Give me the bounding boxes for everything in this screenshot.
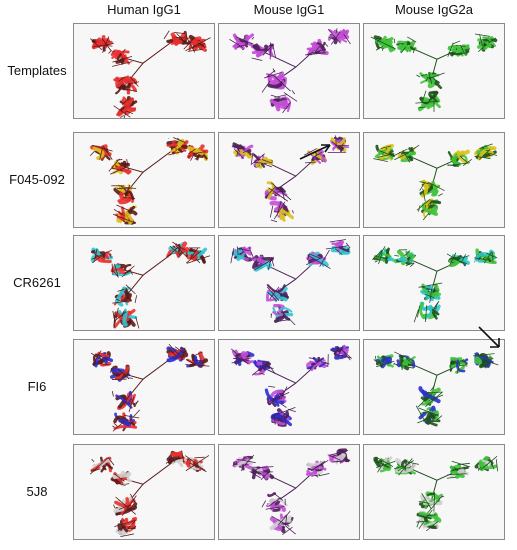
antibody-structure-image [373,455,499,532]
structure-panel [363,23,505,119]
antibody-structure-image [373,351,499,427]
arrow-icon [478,326,500,348]
antibody-structure-image [373,143,498,221]
antibody-structure-image [370,33,498,112]
row-label: CR6261 [13,275,61,290]
row-label: 5J8 [26,484,48,499]
arrow-icon [299,144,331,160]
structure-panel [218,339,360,435]
row-label: FI6 [27,379,47,394]
antibody-structure-image [372,246,498,323]
antibody-structure-image [89,450,210,538]
row-label: Templates [7,63,67,78]
column-header: Mouse IgG2a [394,2,474,17]
structure-panel [73,444,215,540]
antibody-structure-image [232,448,351,536]
antibody-structure-image [231,135,350,223]
antibody-structure-image [89,137,209,225]
structure-panel [363,235,505,331]
column-header: Human IgG1 [107,2,181,17]
structure-panel [363,132,505,228]
structure-panel [218,444,360,540]
antibody-structure-image [230,344,353,427]
column-header: Mouse IgG1 [253,2,325,17]
structure-panel [218,132,360,228]
structure-panel [73,23,215,119]
structure-panel [218,235,360,331]
antibody-structure-image [90,343,210,432]
antibody-structure-image [90,30,211,118]
structure-panel [363,339,505,435]
antibody-structure-image [90,241,211,329]
row-label: F045-092 [9,172,65,187]
structure-panel [218,23,360,119]
antibody-structure-image [229,28,351,114]
structure-panel [73,339,215,435]
structure-panel [363,444,505,540]
structure-panel [73,132,215,228]
structure-panel [73,235,215,331]
antibody-structure-image [230,239,351,326]
